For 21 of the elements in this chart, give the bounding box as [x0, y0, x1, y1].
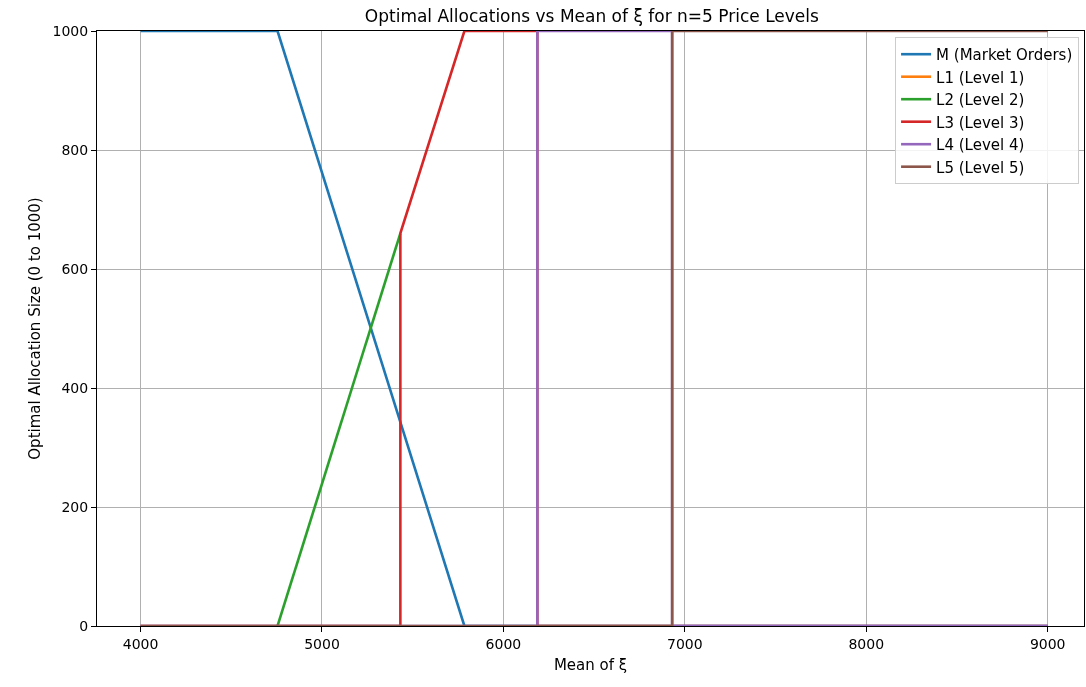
x-tick-label: 9000 [1029, 635, 1066, 652]
x-tick-label: 7000 [667, 635, 703, 652]
y-tick-label: 400 [61, 379, 89, 396]
y-tick-label: 600 [61, 260, 89, 277]
x-axis-title: Mean of ξ [553, 655, 628, 674]
legend-label: L1 (Level 1) [936, 68, 1025, 87]
y-axis-title: Optimal Allocation Size (0 to 1000) [25, 197, 44, 460]
legend-label: L5 (Level 5) [936, 158, 1025, 177]
y-tick-label: 800 [61, 141, 89, 158]
legend-label: M (Market Orders) [936, 46, 1073, 65]
legend-label: L2 (Level 2) [936, 91, 1025, 110]
legend-label: L3 (Level 3) [936, 113, 1025, 132]
chart-title: Optimal Allocations vs Mean of ξ for n=5 Price Levels [364, 6, 820, 27]
x-tick-label: 4000 [122, 635, 159, 652]
x-tick-label: 5000 [304, 635, 340, 652]
x-tick-label: 8000 [848, 635, 885, 652]
y-tick-label: 1000 [52, 22, 89, 39]
y-tick-label: 0 [79, 617, 89, 634]
legend-label: L4 (Level 4) [936, 136, 1025, 155]
y-tick-label: 200 [61, 498, 89, 515]
x-tick-label: 6000 [485, 635, 522, 652]
